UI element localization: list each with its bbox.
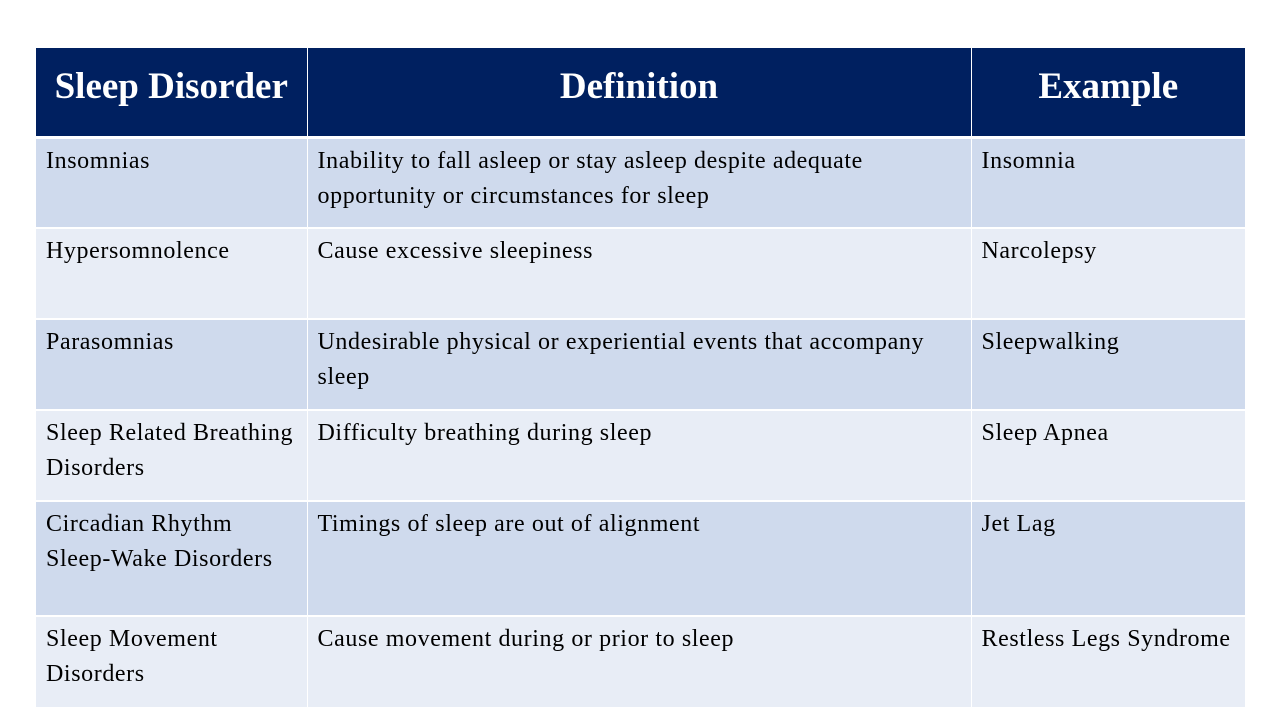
disorder-cell: Hypersomnolence [36,228,308,320]
header-sleep-disorder: Sleep Disorder [36,48,308,139]
header-row: Sleep Disorder Definition Example [36,48,1245,139]
table-row: Sleep Related Breathing Disorders Diffic… [36,410,1245,502]
sleep-disorders-table: Sleep Disorder Definition Example Insomn… [36,48,1245,709]
example-cell: Sleepwalking [971,319,1245,411]
disorder-cell: Sleep Related Breathing Disorders [36,410,308,502]
header-definition: Definition [307,48,972,139]
example-cell: Insomnia [971,137,1245,229]
example-cell: Narcolepsy [971,228,1245,320]
disorder-cell: Parasomnias [36,319,308,411]
disorder-cell: Sleep Movement Disorders [36,616,308,709]
disorder-cell: Insomnias [36,137,308,229]
disorder-cell: Circadian Rhythm Sleep-Wake Disorders [36,501,308,617]
definition-cell: Timings of sleep are out of alignment [307,501,972,617]
table-row: Circadian Rhythm Sleep-Wake Disorders Ti… [36,501,1245,617]
definition-cell: Difficulty breathing during sleep [307,410,972,502]
definition-cell: Inability to fall asleep or stay asleep … [307,137,972,229]
definition-cell: Cause movement during or prior to sleep [307,616,972,709]
table-row: Insomnias Inability to fall asleep or st… [36,137,1245,229]
definition-cell: Cause excessive sleepiness [307,228,972,320]
example-cell: Sleep Apnea [971,410,1245,502]
table-row: Hypersomnolence Cause excessive sleepine… [36,228,1245,320]
header-example: Example [971,48,1245,139]
example-cell: Restless Legs Syndrome [971,616,1245,709]
table-row: Parasomnias Undesirable physical or expe… [36,319,1245,411]
definition-cell: Undesirable physical or experiential eve… [307,319,972,411]
table-row: Sleep Movement Disorders Cause movement … [36,616,1245,709]
example-cell: Jet Lag [971,501,1245,617]
